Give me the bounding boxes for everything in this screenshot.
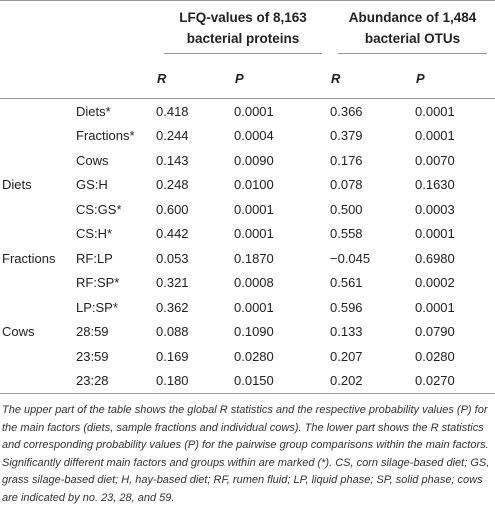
group-label xyxy=(0,99,76,124)
r-value: 0.321 xyxy=(156,275,189,291)
table-row: Diets GS:H 0.248 0.0100 0.078 0.1630 xyxy=(0,173,495,198)
p-value: 0.0001 xyxy=(234,226,274,242)
r-value: 0.078 xyxy=(330,177,363,193)
group-label xyxy=(0,271,76,296)
factor: 23:28 xyxy=(76,368,156,394)
p-value: 0.1870 xyxy=(234,250,274,266)
column-header: R xyxy=(156,58,234,99)
factor: Diets* xyxy=(76,103,111,119)
p-value: 0.0001 xyxy=(415,128,455,144)
column-header: P xyxy=(234,58,330,99)
factor: GS:H xyxy=(76,177,108,193)
r-value: 0.558 xyxy=(330,226,363,242)
p-value: 0.0001 xyxy=(415,103,455,119)
group-label xyxy=(0,148,76,173)
factor: LP:SP* xyxy=(76,299,118,315)
table-row: Diets* 0.418 0.0001 0.366 0.0001 xyxy=(0,99,495,124)
p-value: 0.0270 xyxy=(415,368,495,394)
r-value: 0.207 xyxy=(330,348,363,364)
r-value: 0.600 xyxy=(156,201,189,217)
group-label xyxy=(0,368,76,394)
group-header: LFQ-values of 8,163 bacterial proteins xyxy=(156,1,330,59)
r-value: 0.180 xyxy=(156,368,234,394)
p-value: 0.0002 xyxy=(415,275,455,291)
group-label xyxy=(0,222,76,247)
group-label xyxy=(0,295,76,320)
group-label: Diets xyxy=(2,177,32,193)
group-label: Cows xyxy=(2,324,35,340)
results-table: LFQ-values of 8,163 bacterial proteins A… xyxy=(0,0,495,394)
r-value: 0.596 xyxy=(330,299,363,315)
table-row: CS:GS* 0.600 0.0001 0.500 0.0003 xyxy=(0,197,495,222)
r-value: 0.366 xyxy=(330,103,363,119)
p-value: 0.1090 xyxy=(234,324,274,340)
p-value: 0.0001 xyxy=(234,299,274,315)
table-row: LP:SP* 0.362 0.0001 0.596 0.0001 xyxy=(0,295,495,320)
table-row: 23:28 0.180 0.0150 0.202 0.0270 xyxy=(0,368,495,394)
table-row: Cows 0.143 0.0090 0.176 0.0070 xyxy=(0,148,495,173)
p-value: 0.0004 xyxy=(234,128,274,144)
r-value: 0.379 xyxy=(330,128,363,144)
factor: CS:H* xyxy=(76,226,113,242)
table-row: CS:H* 0.442 0.0001 0.558 0.0001 xyxy=(0,222,495,247)
table-row: 23:59 0.169 0.0280 0.207 0.0280 xyxy=(0,344,495,369)
p-value: 0.0090 xyxy=(234,152,274,168)
p-value: 0.0280 xyxy=(234,348,274,364)
r-value: 0.053 xyxy=(156,250,189,266)
factor: Fractions* xyxy=(76,128,135,144)
group-label xyxy=(0,197,76,222)
p-value: 0.0150 xyxy=(234,368,330,394)
r-value: 0.442 xyxy=(156,226,189,242)
p-value: 0.0003 xyxy=(415,201,455,217)
r-value: 0.418 xyxy=(156,103,189,119)
table-row: Cows 28:59 0.088 0.1090 0.133 0.0790 xyxy=(0,320,495,345)
column-header: P xyxy=(415,58,495,99)
table-row: Fractions RF:LP 0.053 0.1870 −0.045 0.6980 xyxy=(0,246,495,271)
factor: 23:59 xyxy=(76,348,109,364)
r-value: 0.169 xyxy=(156,348,189,364)
p-value: 0.0001 xyxy=(415,299,455,315)
p-value: 0.0100 xyxy=(234,177,274,193)
group-header: Abundance of 1,484 bacterial OTUs xyxy=(330,1,495,59)
factor: RF:SP* xyxy=(76,275,120,291)
group-header-text: LFQ-values of 8,163 bacterial proteins xyxy=(164,7,322,54)
r-value: 0.244 xyxy=(156,128,189,144)
p-value: 0.0001 xyxy=(415,226,455,242)
r-value: 0.500 xyxy=(330,201,363,217)
group-header-text: Abundance of 1,484 bacterial OTUs xyxy=(338,7,488,54)
column-header: R xyxy=(330,58,415,99)
r-value: 0.248 xyxy=(156,177,189,193)
p-value: 0.0070 xyxy=(415,152,455,168)
p-value: 0.0280 xyxy=(415,348,455,364)
r-value: 0.143 xyxy=(156,152,189,168)
factor: Cows xyxy=(76,152,109,168)
p-value: 0.0001 xyxy=(234,201,274,217)
p-value: 0.0008 xyxy=(234,275,274,291)
factor: 28:59 xyxy=(76,324,109,340)
table-row: Fractions* 0.244 0.0004 0.379 0.0001 xyxy=(0,124,495,149)
group-label: Fractions xyxy=(2,250,56,266)
r-value: 0.133 xyxy=(330,324,363,340)
footnote: The upper part of the table shows the gl… xyxy=(2,404,490,504)
p-value: 0.1630 xyxy=(415,177,455,193)
p-value: 0.0001 xyxy=(234,103,274,119)
r-value: 0.561 xyxy=(330,275,363,291)
r-value: −0.045 xyxy=(330,250,371,266)
group-label xyxy=(0,344,76,369)
r-value: 0.176 xyxy=(330,152,363,168)
group-label xyxy=(0,124,76,149)
table-row: RF:SP* 0.321 0.0008 0.561 0.0002 xyxy=(0,271,495,296)
r-value: 0.362 xyxy=(156,299,189,315)
factor: RF:LP xyxy=(76,250,113,266)
factor: CS:GS* xyxy=(76,201,122,217)
p-value: 0.6980 xyxy=(415,250,455,266)
p-value: 0.0790 xyxy=(415,324,455,340)
r-value: 0.088 xyxy=(156,324,189,340)
r-value: 0.202 xyxy=(330,368,415,394)
